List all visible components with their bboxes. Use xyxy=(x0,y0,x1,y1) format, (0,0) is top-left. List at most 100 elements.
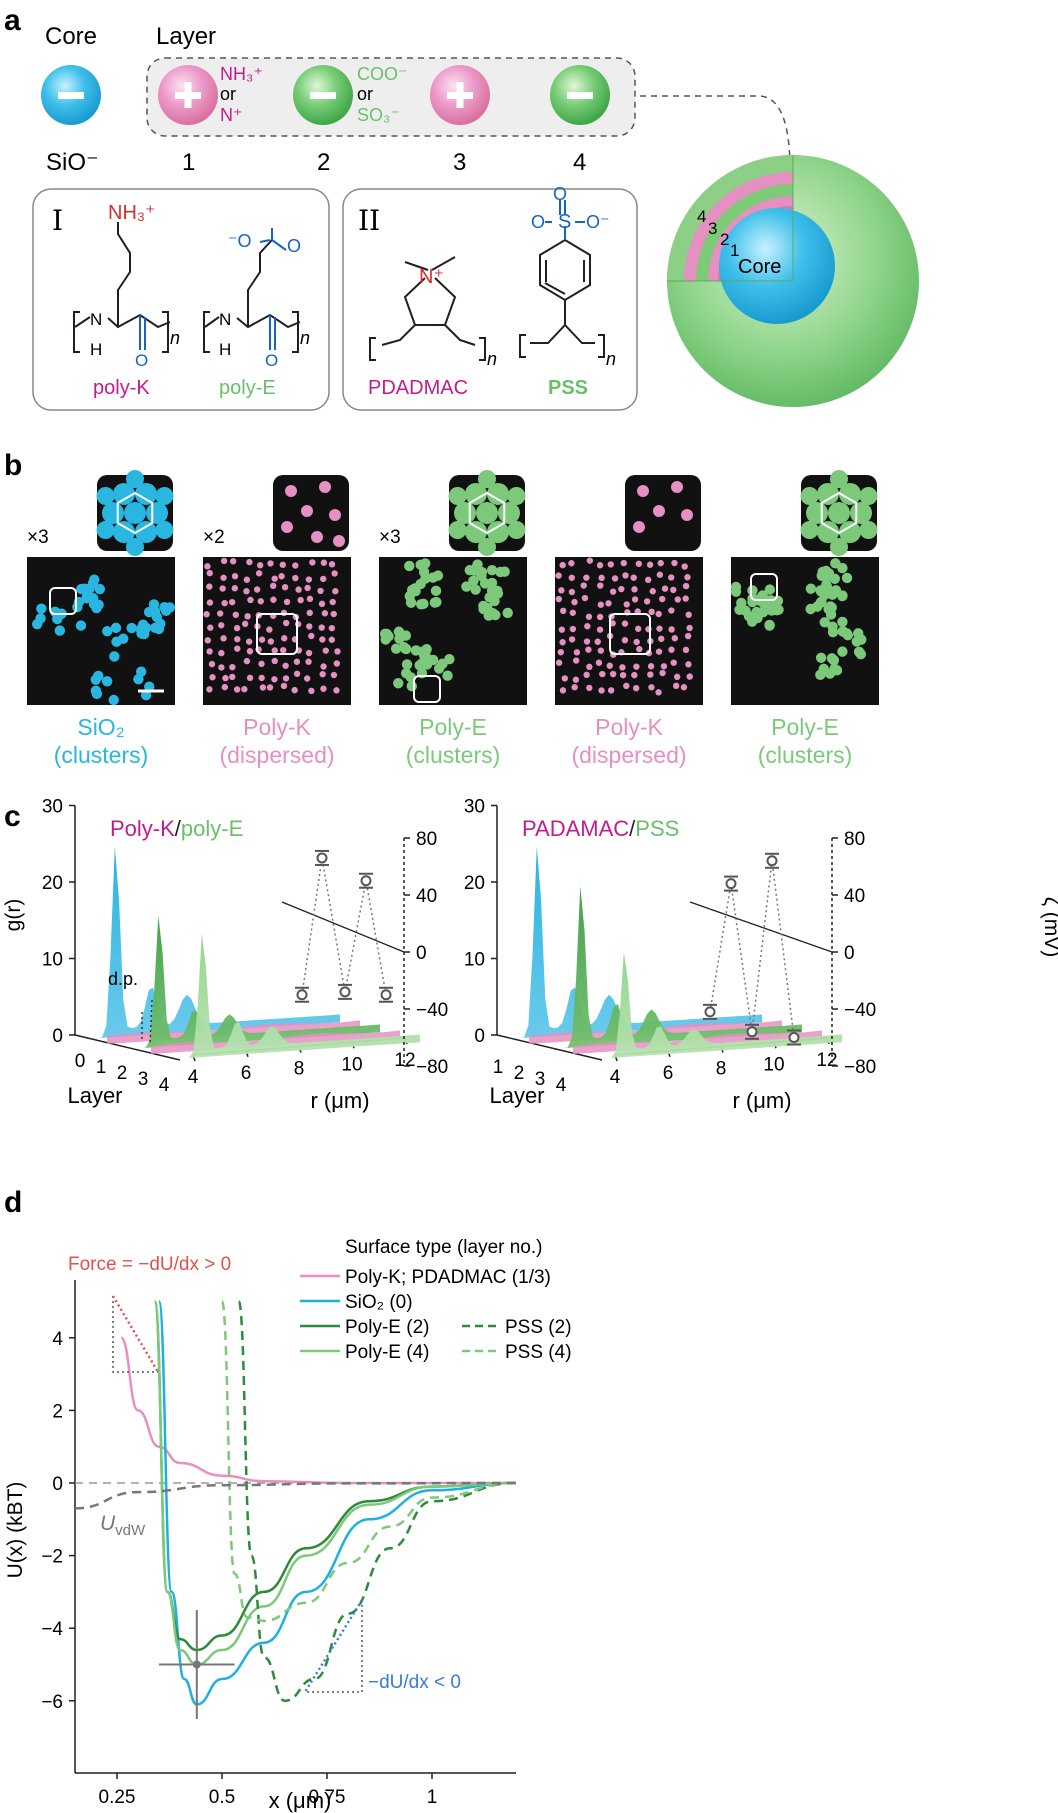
poly-k-n: N xyxy=(90,310,102,329)
layer-tick-label: 3 xyxy=(138,1069,149,1090)
poly-e-o: O xyxy=(287,236,301,256)
sphere-layer-3: 3 xyxy=(708,219,717,238)
particle xyxy=(730,581,742,593)
y-tick-label: 0 xyxy=(52,1026,63,1047)
inset-particle xyxy=(285,485,297,497)
zoom-region xyxy=(256,613,298,655)
pdadmac-nplus: N⁺ xyxy=(419,266,444,288)
particle xyxy=(220,557,228,565)
hexagon-outline xyxy=(468,491,506,535)
particle xyxy=(655,689,662,696)
particle xyxy=(333,660,341,667)
particle xyxy=(246,674,254,682)
particle xyxy=(258,674,265,682)
pss-structure xyxy=(519,200,605,358)
particle xyxy=(647,663,655,670)
micrograph-4: Poly-E(clusters) xyxy=(730,470,879,768)
zoom-region xyxy=(49,587,77,615)
zeta-point xyxy=(725,878,737,890)
particle xyxy=(328,636,336,643)
layer-tick-label: 2 xyxy=(514,1063,525,1084)
particle xyxy=(421,644,432,655)
hexagon-outline xyxy=(820,491,858,535)
particle xyxy=(258,636,266,643)
particle xyxy=(668,626,675,633)
particle xyxy=(280,646,287,654)
particle xyxy=(126,622,137,634)
cation-group-a: NH₃⁺ xyxy=(220,64,263,84)
particle xyxy=(656,571,664,578)
particle xyxy=(229,663,236,671)
inset-particle xyxy=(96,521,115,539)
inset-particle xyxy=(454,502,476,524)
pdadmac-name: PDADMAC xyxy=(368,377,468,399)
inset-particle xyxy=(800,521,819,539)
particle xyxy=(206,648,213,655)
poly-e-subscript-n: n xyxy=(300,328,310,348)
particle xyxy=(585,646,592,653)
sphere-core-label: Core xyxy=(738,256,781,278)
particle xyxy=(328,624,336,632)
zeta-tick-label: 80 xyxy=(844,829,865,850)
particle xyxy=(206,599,214,606)
particle xyxy=(649,588,656,595)
particle xyxy=(136,628,147,639)
particle xyxy=(751,606,762,618)
particle xyxy=(109,651,120,662)
r-tick-label: 10 xyxy=(341,1054,362,1075)
zeta-point xyxy=(316,852,328,864)
micrograph-state: (dispersed) xyxy=(219,742,334,768)
particle xyxy=(634,625,642,632)
core-name: SiO⁻ xyxy=(46,149,99,176)
particle xyxy=(586,663,593,671)
potential-curve-6 xyxy=(74,1481,517,1510)
x-tick-label: 0.75 xyxy=(309,1787,346,1808)
particle xyxy=(293,658,301,665)
particle xyxy=(406,680,418,692)
zeta-point xyxy=(360,875,372,887)
particle xyxy=(815,652,827,663)
inset-particle xyxy=(319,481,331,493)
pss-o-left: O xyxy=(531,212,545,232)
particle xyxy=(400,668,412,679)
cation-group-b: N⁺ xyxy=(220,105,243,125)
particle xyxy=(404,560,415,572)
particle xyxy=(221,599,228,607)
particle xyxy=(241,620,249,628)
y-tick-label: 10 xyxy=(42,950,63,971)
particle xyxy=(271,647,278,654)
particle xyxy=(812,601,823,612)
particle xyxy=(294,620,302,628)
particle xyxy=(623,682,630,690)
inset-particle xyxy=(817,521,839,544)
zoom-region xyxy=(413,675,441,703)
particle xyxy=(631,586,638,593)
particle xyxy=(330,671,338,679)
plot-title: PADAMAC/PSS xyxy=(522,816,679,841)
particle xyxy=(560,607,567,615)
particle xyxy=(231,585,239,592)
magnification-label: ×3 xyxy=(379,527,401,548)
particle xyxy=(257,598,264,605)
inset-particle xyxy=(637,485,649,497)
particle xyxy=(685,611,692,618)
particle xyxy=(416,658,428,669)
particle xyxy=(231,572,239,580)
particle xyxy=(320,575,327,583)
particle xyxy=(607,561,614,568)
particle xyxy=(842,630,854,641)
particle xyxy=(332,588,339,595)
r-tick-label: 6 xyxy=(241,1063,252,1084)
particle xyxy=(486,564,498,576)
particle xyxy=(140,690,152,701)
force-slope-neg xyxy=(303,1599,364,1693)
particle xyxy=(764,619,775,631)
particle xyxy=(433,663,445,674)
particle xyxy=(245,638,253,645)
magnification-label: ×2 xyxy=(203,527,225,548)
rdf-curve-layer-0 xyxy=(85,846,340,1039)
particle xyxy=(306,595,314,603)
potential-curve-0 xyxy=(119,1336,516,1485)
micrograph-name: Poly-K xyxy=(595,714,663,740)
particle xyxy=(817,566,828,578)
